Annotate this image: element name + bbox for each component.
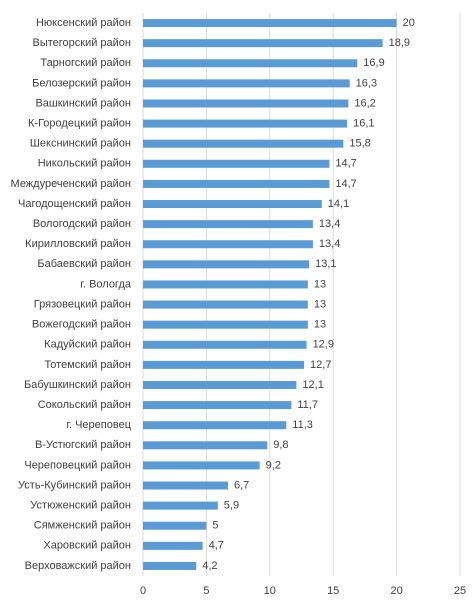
bar: [143, 300, 308, 309]
y-tick-label: Бабушкинский район: [24, 379, 131, 391]
value-label: 13: [314, 319, 326, 331]
value-label: 4,7: [209, 540, 224, 552]
value-label: 13,1: [315, 258, 336, 270]
x-tick-label: 5: [203, 585, 209, 597]
y-tick-label: Тотемский район: [44, 359, 131, 371]
bar: [143, 159, 330, 168]
value-label: 14,7: [335, 158, 356, 170]
bar: [143, 260, 310, 269]
y-tick-label: Кадуйский район: [44, 339, 131, 351]
value-label: 12,9: [313, 339, 334, 351]
bar: [143, 320, 308, 329]
bar: [143, 19, 397, 28]
y-tick-label: Кирилловский район: [25, 238, 131, 250]
value-label: 16,3: [356, 77, 377, 89]
y-tick-label: Вожегодский район: [32, 319, 131, 331]
value-label: 16,1: [353, 117, 374, 129]
y-tick-label: Вашкинский район: [35, 97, 131, 109]
y-tick-label: К-Городецкий район: [28, 117, 131, 129]
x-tick-label: 15: [327, 585, 339, 597]
y-tick-label: г. Вологда: [80, 278, 132, 290]
value-label: 12,7: [310, 359, 331, 371]
x-tick-label: 0: [140, 585, 146, 597]
bar: [143, 481, 228, 490]
bar: [143, 561, 197, 570]
bar: [143, 461, 260, 470]
value-label: 4,2: [202, 560, 217, 572]
bar: [143, 59, 358, 68]
y-tick-label: Сокольский район: [38, 399, 131, 411]
y-tick-label: Белозерский район: [32, 77, 131, 89]
x-tick-label: 25: [454, 585, 466, 597]
y-tick-label: Устюженский район: [30, 500, 131, 512]
bar: [143, 380, 297, 389]
bar: [143, 521, 207, 530]
bar: [143, 200, 322, 209]
y-tick-label: Сямженский район: [34, 520, 131, 532]
x-tick-label: 10: [264, 585, 276, 597]
value-label: 20: [403, 17, 415, 29]
y-tick-label: Верховажский район: [25, 560, 131, 572]
y-tick-label: Усть-Кубинский район: [18, 479, 131, 491]
bar: [143, 179, 330, 188]
bar: [143, 119, 348, 128]
bar: [143, 39, 383, 48]
y-tick-label: Грязовецкий район: [34, 298, 131, 310]
bar: [143, 280, 308, 289]
y-tick-label: г. Череповец: [66, 419, 131, 431]
bar: [143, 79, 350, 88]
value-label: 13: [314, 278, 326, 290]
value-label: 6,7: [234, 479, 249, 491]
bar: [143, 220, 313, 229]
bar: [143, 501, 218, 510]
value-label: 14,1: [328, 198, 349, 210]
value-label: 15,8: [349, 138, 370, 150]
value-label: 16,9: [363, 57, 384, 69]
bar: [143, 441, 268, 450]
y-tick-label: Междуреченский район: [11, 178, 131, 190]
y-tick-label: Бабаевский район: [37, 258, 131, 270]
y-tick-label: Вытегорский район: [32, 37, 131, 49]
value-label: 9,2: [266, 459, 281, 471]
bar: [143, 421, 287, 430]
y-tick-label: Никольский район: [38, 158, 131, 170]
value-label: 11,7: [297, 399, 318, 411]
y-tick-label: Тарногский район: [40, 57, 131, 69]
value-label: 11,3: [292, 419, 313, 431]
y-tick-label: Харовский район: [43, 540, 131, 552]
value-label: 12,1: [302, 379, 323, 391]
value-label: 18,9: [389, 37, 410, 49]
value-label: 9,8: [273, 439, 288, 451]
bar: [143, 340, 307, 349]
x-tick-label: 20: [390, 585, 402, 597]
bar: [143, 139, 344, 148]
bar: [143, 360, 305, 369]
y-tick-label: Нюксенский район: [36, 17, 131, 29]
bar: [143, 541, 203, 550]
value-label: 16,2: [354, 97, 375, 109]
y-tick-label: Чагодощенский район: [18, 198, 131, 210]
value-label: 13: [314, 298, 326, 310]
value-label: 13,4: [319, 238, 340, 250]
value-label: 5: [212, 520, 218, 532]
y-tick-label: Вологодский район: [33, 218, 131, 230]
y-tick-label: В-Устюгский район: [35, 439, 131, 451]
value-label: 5,9: [224, 500, 239, 512]
y-tick-label: Шекснинский район: [30, 138, 131, 150]
value-label: 13,4: [319, 218, 340, 230]
value-label: 14,7: [335, 178, 356, 190]
bar: [143, 401, 292, 410]
y-tick-label: Череповецкий район: [24, 459, 131, 471]
bar: [143, 99, 349, 108]
bar: [143, 240, 313, 249]
